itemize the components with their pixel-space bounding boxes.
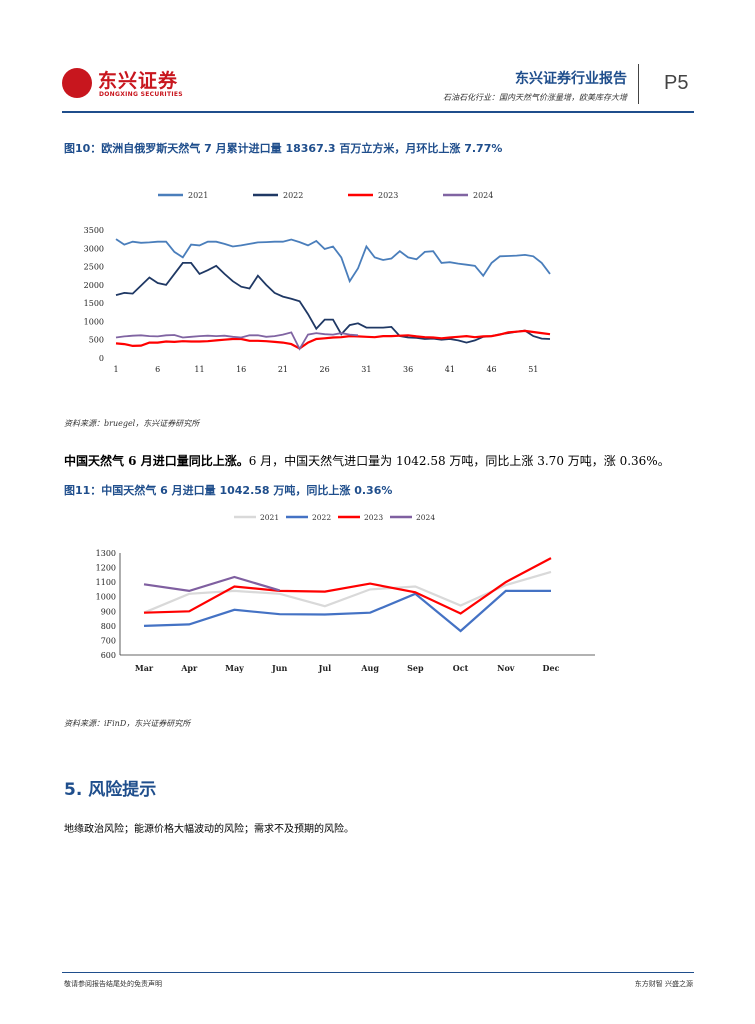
- figure11-title: 图11：中国天然气 6 月进口量 1042.58 万吨，同比上涨 0.36%: [64, 484, 393, 497]
- x-tick-label: 51: [528, 365, 538, 374]
- y-tick-label: 700: [101, 636, 116, 645]
- series-line-2024: [115, 331, 359, 351]
- x-tick-label: 31: [361, 365, 371, 374]
- x-tick-label: 1: [113, 365, 118, 374]
- y-tick-label: 0: [99, 354, 104, 363]
- legend-label-2024: 2024: [473, 191, 493, 200]
- x-tick-label: Dec: [543, 663, 560, 673]
- legend-label-2023: 2023: [364, 513, 383, 522]
- paragraph-bold: 中国天然气 6 月进口量同比上涨。: [64, 454, 249, 468]
- header-divider: [638, 64, 639, 104]
- series-line-2022: [115, 262, 551, 344]
- figure10-chart: 2021 2022 2023 2024 0 500 1000 1500 2000 2500 3000…: [84, 191, 551, 374]
- y-tick-label: 1500: [84, 299, 104, 308]
- figure11-chart: 2021 2022 2023 2024 600 700 800 900 1000 1100 1200…: [96, 513, 595, 673]
- x-tick-label: Mar: [135, 663, 154, 673]
- footer-slogan: 东方财智 兴盛之源: [634, 980, 693, 988]
- footer-disclaimer: 敬请参阅报告结尾处的免责声明: [64, 980, 162, 988]
- series-line-2023: [143, 557, 552, 615]
- logo-text: 东兴证券: [98, 70, 179, 92]
- figure10-source: 资料来源：bruegel，东兴证券研究所: [64, 419, 200, 428]
- x-tick-label: 36: [403, 365, 413, 374]
- legend-label-2021: 2021: [260, 513, 279, 522]
- series-line-2021: [143, 570, 552, 614]
- footer-rule: [62, 972, 694, 973]
- figure11-source: 资料来源：iFinD，东兴证券研究所: [64, 719, 191, 728]
- y-tick-label: 1000: [96, 593, 116, 602]
- x-tick-label: Jul: [318, 663, 332, 673]
- y-tick-label: 1100: [96, 578, 116, 587]
- section-title: 5. 风险提示: [64, 780, 157, 800]
- logo-icon: [62, 68, 92, 98]
- x-tick-label: Jun: [271, 663, 288, 673]
- x-tick-label: 41: [445, 365, 455, 374]
- y-tick-label: 1000: [84, 317, 104, 326]
- paragraph-text: 6 月，中国天然气进口量为 1042.58 万吨，同比上涨 3.70 万吨，涨 …: [248, 454, 670, 468]
- x-tick-label: 46: [486, 365, 496, 374]
- legend-label-2024: 2024: [416, 513, 435, 522]
- y-tick-label: 600: [101, 651, 116, 660]
- legend-label-2022: 2022: [312, 513, 331, 522]
- report-subtitle: 石油石化行业：国内天然气价涨量增，欧美库存大增: [443, 93, 627, 102]
- y-tick-label: 800: [101, 622, 116, 631]
- section-body: 地缘政治风险；能源价格大幅波动的风险；需求不及预期的风险。: [64, 824, 354, 835]
- y-tick-label: 3000: [84, 244, 104, 253]
- header-rule: [62, 111, 694, 113]
- x-tick-label: 16: [236, 365, 246, 374]
- series-line-2022: [143, 589, 551, 633]
- x-tick-label: Aug: [360, 663, 379, 673]
- y-tick-label: 1200: [96, 564, 116, 573]
- y-tick-label: 2000: [84, 281, 104, 290]
- y-tick-label: 2500: [84, 263, 104, 272]
- x-tick-label: May: [225, 663, 244, 673]
- y-tick-label: 1300: [96, 549, 116, 558]
- legend-label-2023: 2023: [378, 191, 398, 200]
- x-tick-label: 6: [155, 365, 160, 374]
- figure10-title: 图10：欧洲自俄罗斯天然气 7 月累计进口量 18367.3 百万立方米，月环比…: [64, 142, 503, 155]
- series-line-2024: [143, 575, 281, 593]
- x-tick-label: Sep: [407, 663, 424, 673]
- report-title: 东兴证券行业报告: [515, 71, 627, 87]
- x-tick-label: 21: [278, 365, 288, 374]
- y-tick-label: 900: [101, 607, 116, 616]
- x-tick-label: 11: [194, 365, 204, 374]
- series-line-2021: [115, 238, 551, 284]
- logo-en-text: DONGXING SECURITIES: [99, 91, 183, 98]
- x-tick-label: Nov: [497, 663, 515, 673]
- legend-label-2022: 2022: [283, 191, 303, 200]
- x-tick-label: 26: [320, 365, 330, 374]
- series-line-2023: [115, 329, 551, 350]
- x-tick-label: Apr: [180, 663, 198, 673]
- x-tick-label: Oct: [453, 663, 469, 673]
- legend-label-2021: 2021: [188, 191, 208, 200]
- page-number: P5: [664, 72, 689, 94]
- y-tick-label: 500: [89, 336, 104, 345]
- y-tick-label: 3500: [84, 226, 104, 235]
- paragraph: 中国天然气 6 月进口量同比上涨。6 月，中国天然气进口量为 1042.58 万…: [64, 452, 670, 469]
